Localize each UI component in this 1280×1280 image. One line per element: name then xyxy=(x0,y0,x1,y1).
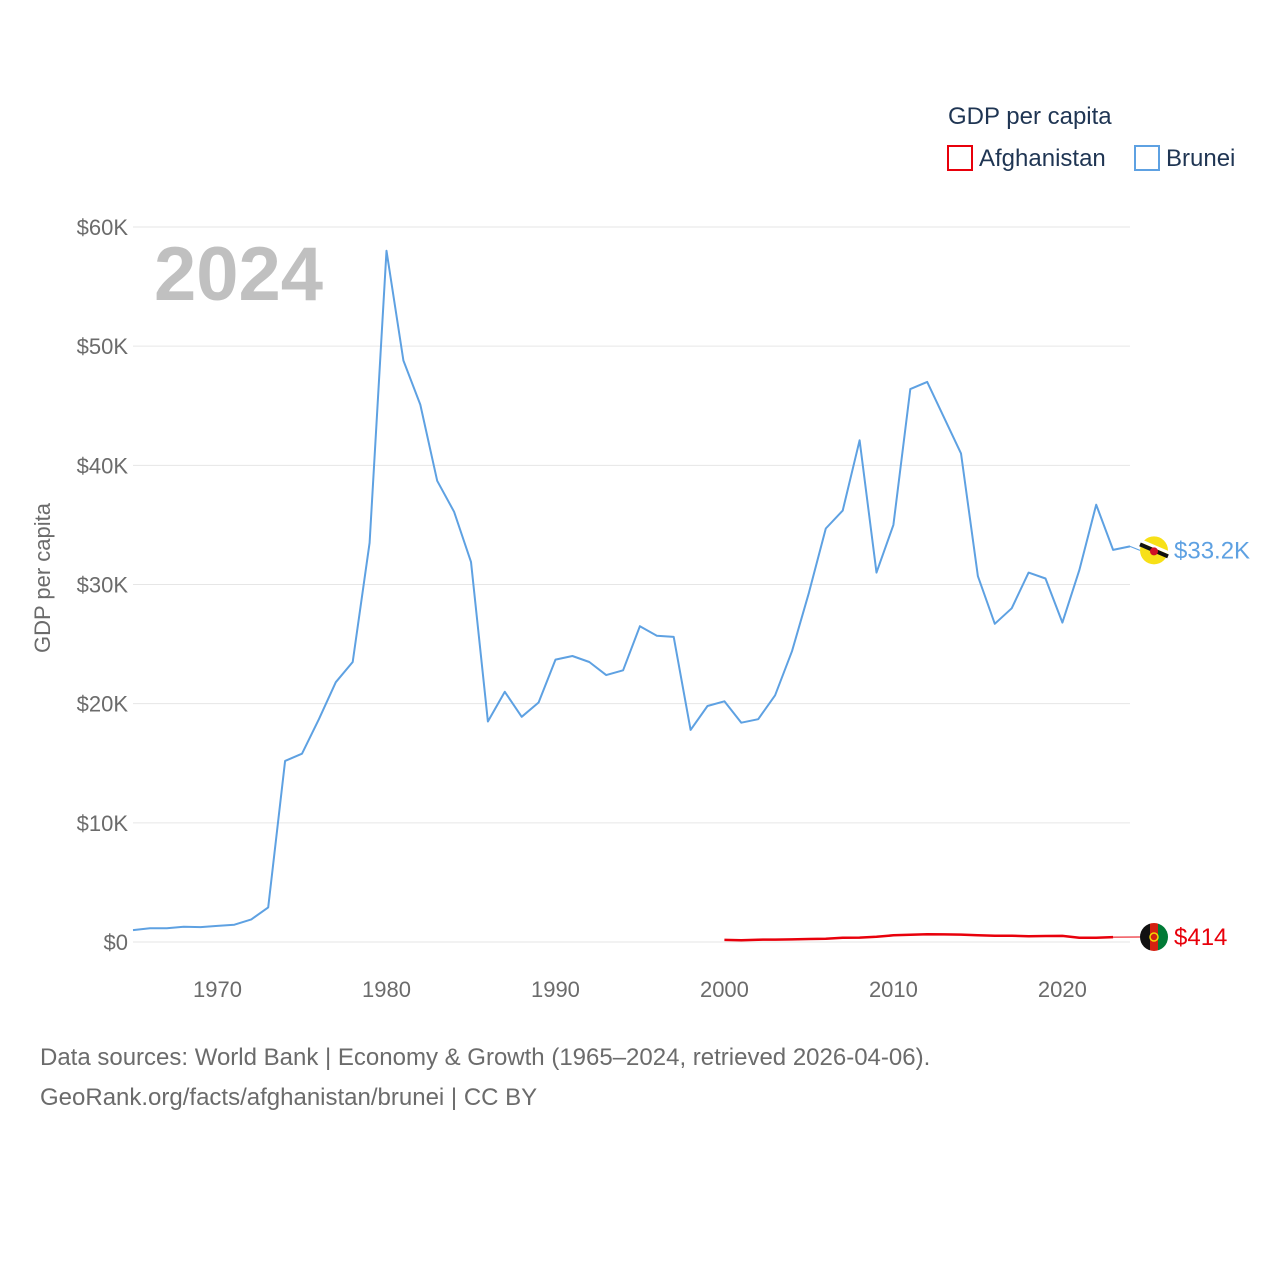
flag-stripes xyxy=(1140,923,1168,951)
legend-label-brunei: Brunei xyxy=(1166,145,1235,172)
y-tick-label: $60K xyxy=(77,215,129,240)
flag-emblem xyxy=(1149,932,1159,942)
x-tick-label: 1970 xyxy=(193,977,242,1002)
flag-stripe-white xyxy=(1139,538,1169,554)
end-markers: $414 $33.2K xyxy=(1113,536,1250,951)
end-label-afghanistan: $414 xyxy=(1174,924,1227,951)
gdp-per-capita-chart: $0 $10K $20K $30K $40K $50K $60K 1970 1980 1990 2… xyxy=(30,103,1250,1002)
year-watermark: 2024 xyxy=(154,232,323,317)
flag-stripe-black xyxy=(1140,923,1150,951)
y-tick-label: $30K xyxy=(77,573,129,598)
legend-swatch-brunei xyxy=(1134,145,1160,171)
legend-item-afghanistan[interactable]: Afghanistan xyxy=(947,145,1106,172)
legend-swatch-afghanistan xyxy=(947,145,973,171)
x-tick-label: 2010 xyxy=(869,977,918,1002)
x-axis-ticks: 1970 1980 1990 2000 2010 2020 xyxy=(193,977,1087,1002)
series-line-afghanistan xyxy=(724,933,1114,942)
x-tick-label: 2000 xyxy=(700,977,749,1002)
series-lines xyxy=(132,249,1131,942)
series-line-brunei xyxy=(132,249,1131,932)
y-axis-label: GDP per capita xyxy=(30,502,55,653)
afghanistan-flag-icon xyxy=(1140,923,1168,951)
flag-crest xyxy=(1150,547,1158,556)
x-tick-label: 2020 xyxy=(1038,977,1087,1002)
x-tick-label: 1990 xyxy=(531,977,580,1002)
y-tick-label: $10K xyxy=(77,811,129,836)
end-label-brunei: $33.2K xyxy=(1174,537,1250,564)
legend-item-brunei[interactable]: Brunei xyxy=(1134,145,1235,172)
legend-label-afghanistan: Afghanistan xyxy=(979,145,1106,172)
x-tick-label: 1980 xyxy=(362,977,411,1002)
y-tick-label: $20K xyxy=(77,692,129,717)
legend-title: GDP per capita xyxy=(948,103,1112,130)
footer-sources: Data sources: World Bank | Economy & Gro… xyxy=(40,1044,931,1071)
legend: GDP per capita Afghanistan Brunei xyxy=(947,103,1235,172)
y-tick-label: $50K xyxy=(77,334,129,359)
brunei-flag-icon xyxy=(1139,536,1169,565)
footer-attribution: GeoRank.org/facts/afghanistan/brunei | C… xyxy=(40,1084,538,1111)
connector-brunei xyxy=(1129,545,1141,551)
flag-stripe-green xyxy=(1158,923,1168,951)
gridlines xyxy=(133,226,1130,943)
y-axis-ticks: $0 $10K $20K $30K $40K $50K $60K xyxy=(77,215,129,955)
y-tick-label: $0 xyxy=(104,930,128,955)
flag-stripe-red xyxy=(1150,923,1158,951)
y-tick-label: $40K xyxy=(77,453,129,478)
